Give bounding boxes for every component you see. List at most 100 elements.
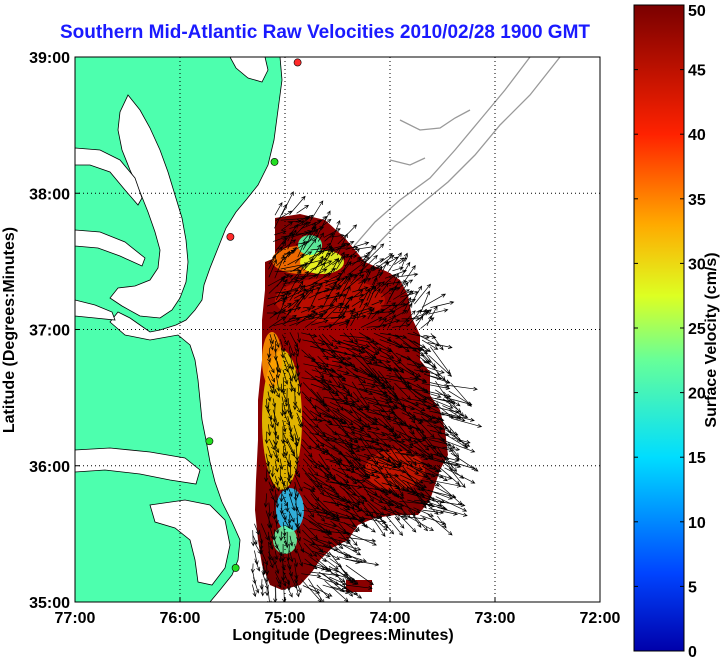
velocity-arrow — [275, 375, 281, 392]
velocity-arrow — [364, 355, 391, 364]
velocity-arrow — [427, 444, 454, 453]
velocity-arrow — [272, 556, 278, 566]
velocity-arrow — [351, 431, 380, 442]
velocity-arrow — [414, 376, 428, 383]
velocity-arrow — [364, 425, 381, 431]
velocity-arrow — [274, 201, 283, 216]
velocity-arrow — [352, 289, 364, 299]
velocity-arrow — [428, 415, 442, 421]
velocity-arrow — [296, 374, 302, 388]
velocity-arrow — [302, 339, 326, 346]
velocity-arrow — [364, 346, 379, 356]
velocity-arrow — [371, 265, 383, 286]
velocity-arrow — [381, 466, 407, 474]
velocity-arrow — [373, 319, 401, 330]
velocity-arrow — [430, 333, 444, 351]
velocity-arrow — [302, 226, 317, 250]
velocity-arrow — [330, 572, 356, 581]
velocity-arrow — [274, 268, 302, 273]
velocity-arrow — [409, 346, 425, 351]
velocity-arrow — [311, 319, 329, 326]
velocity-arrow — [282, 334, 288, 346]
velocity-arrow — [274, 550, 279, 561]
velocity-arrow — [380, 431, 400, 439]
velocity-arrow — [297, 551, 304, 567]
velocity-arrow — [273, 294, 286, 306]
velocity-arrow — [344, 432, 359, 444]
velocity-arrow — [301, 349, 327, 373]
velocity-arrow — [323, 268, 337, 277]
velocity-arrow — [427, 342, 453, 349]
velocity-arrow — [395, 272, 419, 278]
velocity-arrow — [363, 264, 375, 284]
velocity-arrow — [346, 475, 358, 485]
velocity-arrow — [399, 474, 428, 488]
velocity-arrow — [279, 503, 284, 515]
velocity-arrow — [317, 232, 325, 242]
velocity-arrow — [339, 335, 371, 341]
velocity-arrow — [295, 284, 315, 308]
velocity-arrow — [275, 210, 293, 221]
velocity-arrow — [371, 471, 400, 478]
x-tick-label: 76:00 — [160, 610, 201, 627]
velocity-arrow — [414, 315, 424, 329]
velocity-arrow — [295, 341, 300, 353]
velocity-arrow — [379, 494, 400, 521]
velocity-arrow — [331, 501, 362, 512]
velocity-arrow — [260, 523, 269, 541]
velocity-arrow — [254, 523, 260, 536]
velocity-arrow — [318, 339, 339, 349]
velocity-arrow — [405, 454, 417, 466]
velocity-arrow — [371, 467, 389, 478]
velocity-arrow — [287, 587, 293, 598]
velocity-arrow — [275, 577, 282, 589]
velocity-arrow — [338, 272, 352, 291]
velocity-arrow — [378, 260, 389, 279]
velocity-arrow — [263, 493, 268, 508]
velocity-arrow — [285, 531, 290, 549]
velocity-arrow — [352, 286, 369, 293]
colorbar-tick-label: 45 — [688, 63, 706, 80]
velocity-arrow — [286, 454, 292, 466]
velocity-arrow — [273, 430, 279, 446]
velocity-arrow — [329, 312, 346, 329]
velocity-arrow — [302, 585, 321, 594]
velocity-arrow — [330, 219, 341, 243]
velocity-arrow — [344, 578, 358, 585]
velocity-arrow — [373, 332, 392, 342]
velocity-arrow — [259, 545, 264, 555]
station-marker — [270, 158, 279, 166]
velocity-arrow — [378, 452, 391, 462]
velocity-arrow — [360, 345, 378, 365]
velocity-arrow — [386, 280, 400, 305]
velocity-arrow — [293, 290, 309, 299]
velocity-arrow — [303, 280, 330, 292]
velocity-arrow — [360, 446, 385, 452]
velocity-arrow — [294, 564, 299, 580]
velocity-arrow — [293, 466, 301, 478]
velocity-arrow — [331, 240, 355, 253]
velocity-arrow — [359, 486, 393, 494]
velocity-arrow — [294, 253, 305, 264]
velocity-arrow — [336, 375, 353, 398]
velocity-arrow — [295, 221, 309, 235]
potomac-river — [75, 147, 143, 206]
velocity-arrow — [293, 370, 299, 383]
velocity-arrow — [323, 522, 338, 528]
velocity-arrow — [318, 419, 332, 424]
velocity-arrow — [267, 446, 273, 459]
velocity-arrow — [413, 389, 440, 407]
velocity-arrow — [414, 417, 440, 424]
velocity-arrow — [317, 345, 344, 363]
velocity-arrow — [388, 500, 400, 509]
velocity-arrow — [401, 265, 416, 286]
velocity-arrow — [371, 299, 384, 306]
velocity-arrow — [365, 514, 380, 520]
velocity-arrow — [401, 438, 419, 444]
velocity-arrow — [294, 294, 305, 313]
velocity-arrow — [394, 509, 417, 533]
velocity-arrow — [289, 280, 304, 301]
velocity-arrow — [427, 489, 453, 500]
velocity-arrow — [273, 333, 280, 348]
velocity-arrow — [308, 437, 321, 448]
